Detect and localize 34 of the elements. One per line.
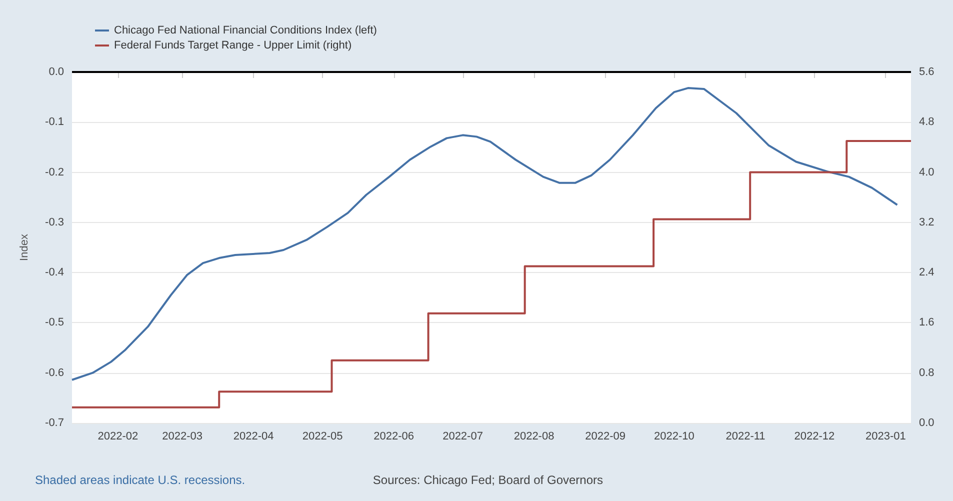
y-tick-label: -0.1 [45,116,64,128]
source-note: Sources: Chicago Fed; Board of Governors [372,473,604,487]
y2-tick-label: 5.6 [919,66,934,78]
legend-label: Chicago Fed National Financial Conditions Index (left) [114,24,377,36]
y-tick-label: -0.7 [45,417,64,429]
y-tick-label: 0.0 [48,66,64,78]
x-tick-label: 2022-10 [654,430,694,442]
y-axis-title: Index [18,234,30,261]
x-tick-label: 2022-05 [302,430,343,442]
y-tick-label: -0.2 [45,166,64,178]
y2-tick-label: 4.8 [919,116,934,128]
y-tick-label: -0.6 [45,366,64,379]
x-tick-label: 2022-06 [374,430,414,442]
y2-tick-label: 0.8 [919,366,934,379]
y2-tick-label: 0.0 [919,417,934,429]
text: Shaded areas indicate U.S. recessions. [35,473,246,487]
y-tick-label: -0.4 [45,266,64,279]
y2-tick-label: 2.4 [919,266,934,279]
x-tick-label: 2022-02 [98,430,138,442]
legend-label: Federal Funds Target Range - Upper Limit (right) [114,40,352,52]
x-tick-label: 2023-01 [866,430,906,442]
x-tick-label: 2022-12 [794,430,835,442]
y-tick-label: -0.3 [45,216,64,228]
y2-tick-label: 1.6 [919,316,934,329]
x-tick-label: 2022-03 [162,430,203,442]
x-tick-label: 2022-11 [726,430,766,442]
y2-tick-label: 3.2 [919,216,934,228]
x-tick-label: 2022-04 [233,430,274,442]
x-tick-label: 2022-07 [442,430,483,442]
line-series [71,87,898,381]
x-tick-label: 2022-08 [514,430,554,442]
y-tick-label: -0.5 [45,316,64,329]
y2-tick-label: 4.0 [919,166,934,178]
x-tick-label: 2022-09 [585,430,626,442]
